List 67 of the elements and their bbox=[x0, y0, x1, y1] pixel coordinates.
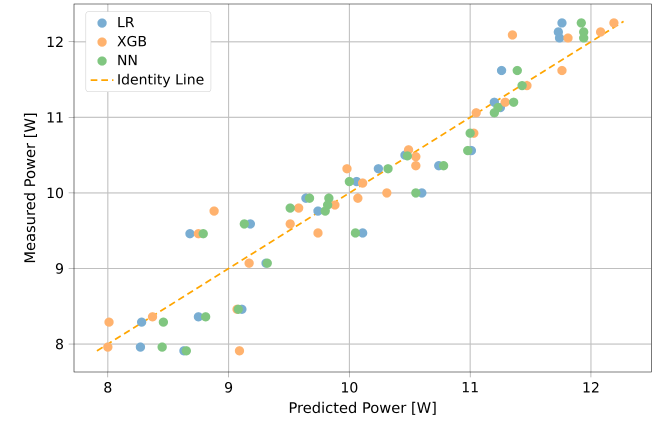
x-tick-label: 9 bbox=[225, 382, 232, 393]
point bbox=[344, 176, 354, 186]
point bbox=[185, 229, 195, 238]
point bbox=[609, 18, 619, 28]
point bbox=[512, 66, 522, 76]
point bbox=[353, 194, 363, 203]
point bbox=[554, 33, 564, 43]
point bbox=[286, 203, 295, 213]
y-tick-label: 10 bbox=[48, 188, 64, 198]
point bbox=[286, 219, 295, 229]
point bbox=[438, 161, 448, 170]
point bbox=[158, 317, 168, 327]
point bbox=[411, 161, 420, 170]
point bbox=[350, 228, 360, 238]
point bbox=[563, 33, 573, 43]
point bbox=[342, 164, 352, 174]
point bbox=[198, 229, 208, 238]
point bbox=[411, 152, 420, 162]
point bbox=[472, 108, 481, 118]
point bbox=[493, 102, 503, 112]
legend-label: LR bbox=[118, 16, 134, 28]
point bbox=[508, 98, 518, 107]
point bbox=[466, 128, 475, 138]
point bbox=[496, 66, 506, 76]
point bbox=[382, 188, 392, 198]
y-tick-label: 11 bbox=[48, 112, 63, 122]
point bbox=[463, 146, 472, 156]
x-axis-title: Predicted Power [W] bbox=[290, 402, 436, 415]
point bbox=[234, 346, 244, 356]
point bbox=[500, 98, 510, 107]
point bbox=[402, 151, 412, 161]
point bbox=[596, 27, 606, 37]
point bbox=[104, 317, 114, 327]
legend-label: NN bbox=[118, 54, 137, 66]
legend-label: XGB bbox=[117, 36, 146, 46]
point bbox=[103, 342, 112, 352]
y-tick-label: 9 bbox=[56, 263, 63, 274]
point bbox=[304, 194, 314, 203]
point bbox=[508, 30, 518, 40]
y-tick-label: 8 bbox=[56, 338, 63, 350]
point bbox=[158, 342, 167, 352]
point bbox=[324, 194, 334, 203]
point bbox=[209, 206, 219, 216]
y-tick-label: 12 bbox=[48, 36, 63, 47]
point bbox=[517, 80, 527, 90]
point bbox=[182, 346, 191, 356]
point bbox=[136, 317, 146, 327]
point bbox=[148, 312, 158, 322]
point bbox=[294, 203, 304, 213]
legend-label: Identity Line bbox=[118, 74, 204, 88]
y-axis-title: Measured Power [W] bbox=[24, 114, 37, 262]
point bbox=[374, 164, 384, 174]
point bbox=[200, 312, 210, 322]
x-tick-label: 11 bbox=[462, 382, 478, 392]
point bbox=[411, 188, 420, 198]
point bbox=[136, 342, 146, 352]
point bbox=[383, 164, 393, 174]
x-tick-label: 8 bbox=[104, 382, 112, 393]
point bbox=[240, 219, 249, 229]
point bbox=[557, 66, 567, 76]
point bbox=[313, 228, 323, 238]
point bbox=[244, 258, 254, 268]
point bbox=[557, 18, 567, 28]
x-tick-label: 12 bbox=[584, 382, 598, 392]
point bbox=[576, 18, 586, 28]
x-tick-label: 10 bbox=[342, 382, 358, 393]
point bbox=[358, 178, 368, 188]
